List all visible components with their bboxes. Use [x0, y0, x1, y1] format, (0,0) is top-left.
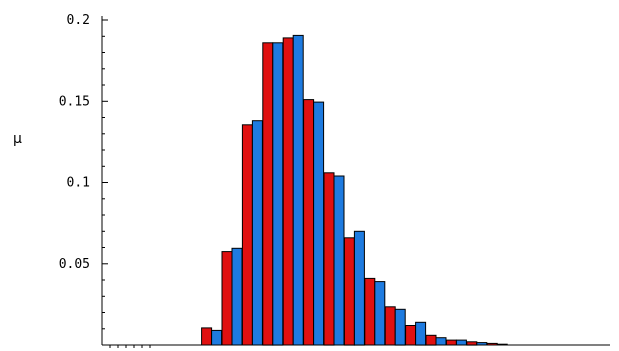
- bar-series-1-cat-13: [364, 277, 376, 346]
- bar-series-2-cat-14: [394, 308, 406, 346]
- y-tick-label: 0.05: [59, 257, 90, 272]
- bar-series-1-cat-14: [384, 306, 396, 346]
- axes-group: 0.05 0.1 0.15 0.2: [59, 13, 610, 348]
- bar-series-2-cat-17: [455, 339, 467, 346]
- bar-series-1-cat-9: [282, 37, 294, 346]
- bar-series-2-cat-10: [313, 101, 325, 346]
- bar-series-1-cat-16: [425, 334, 437, 346]
- bar-series-2-cat-7: [251, 120, 263, 346]
- bar-series-1-cat-10: [303, 99, 315, 346]
- y-tick-label: 0.1: [67, 176, 90, 191]
- bar-series-1-cat-12: [343, 237, 355, 346]
- y-tick-label: 0.15: [59, 94, 90, 109]
- bar-series-2-cat-16: [435, 337, 447, 346]
- bar-series-2-cat-6: [231, 247, 243, 346]
- bar-series-1-cat-5: [201, 327, 213, 346]
- bar-series-1-cat-7: [241, 124, 253, 346]
- bar-series-2-cat-12: [353, 230, 365, 346]
- bar-series-2-cat-15: [415, 321, 427, 346]
- bar-series-1-cat-17: [445, 339, 457, 346]
- bar-series-1-cat-11: [323, 172, 335, 346]
- y-axis-label: μ: [13, 131, 22, 147]
- bar-series-2-cat-5: [211, 329, 223, 346]
- bar-series-2-cat-9: [292, 34, 304, 346]
- bar-series-2-cat-11: [333, 175, 345, 346]
- bar-series-1-cat-8: [262, 42, 274, 346]
- bar-series-2-cat-13: [374, 281, 386, 346]
- bar-series-1-cat-6: [221, 251, 233, 346]
- bar-series-2-cat-8: [272, 42, 284, 346]
- bar-series-1-cat-15: [405, 325, 417, 346]
- y-tick-label: 0.2: [67, 13, 90, 28]
- bars-group: [201, 34, 508, 346]
